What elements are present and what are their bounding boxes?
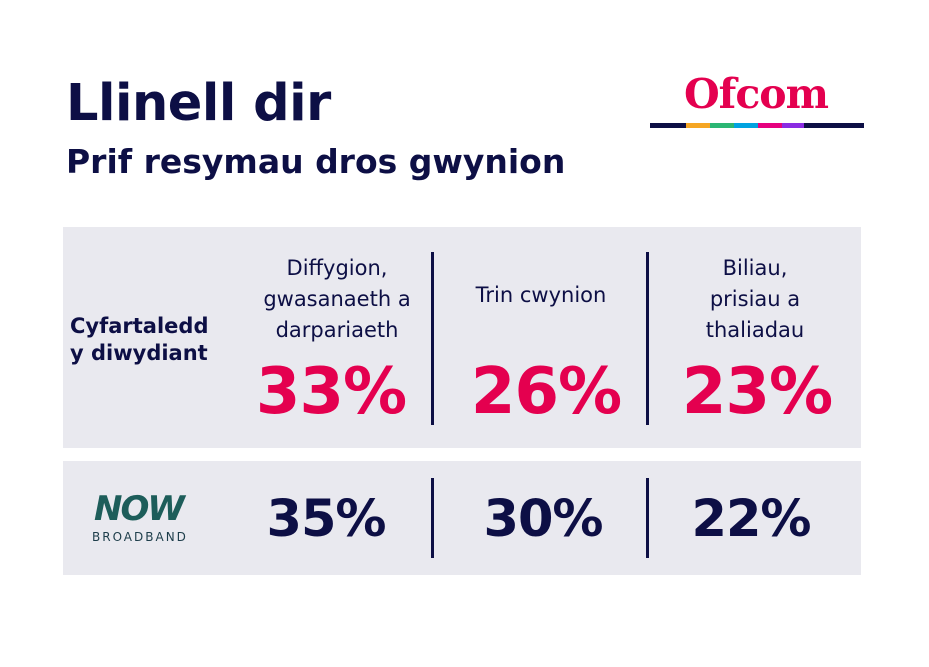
provider-value-bills: 22% bbox=[691, 490, 811, 549]
ofcom-logo-segment bbox=[710, 123, 734, 128]
category-header-line: prisiau a bbox=[709, 287, 801, 311]
ofcom-logo-wordmark: Ofcom bbox=[683, 70, 829, 118]
ofcom-logo-segment bbox=[758, 123, 782, 128]
industry-panel bbox=[63, 227, 861, 448]
column-divider bbox=[431, 252, 434, 425]
column-divider bbox=[646, 478, 649, 558]
industry-average-label: Cyfartaledd y diwydiant bbox=[70, 313, 208, 367]
industry-label-line: y diwydiant bbox=[70, 341, 208, 365]
category-header-line: gwasanaeth a bbox=[263, 287, 411, 311]
page-subtitle: Prif resymau dros gwynion bbox=[66, 142, 566, 181]
industry-value-faults: 33% bbox=[255, 355, 407, 429]
category-header-complaints-handling: Trin cwynion bbox=[441, 280, 641, 311]
category-header-faults: Diffygion, gwasanaeth a darpariaeth bbox=[237, 253, 437, 346]
page-title: Llinell dir bbox=[66, 74, 331, 133]
category-header-line: Diffygion, bbox=[286, 256, 388, 280]
provider-value-faults: 35% bbox=[266, 490, 386, 549]
category-header-line: Trin cwynion bbox=[475, 283, 607, 307]
column-divider bbox=[646, 252, 649, 425]
category-header-line: Biliau, bbox=[722, 256, 788, 280]
ofcom-logo-segment bbox=[686, 123, 710, 128]
industry-value-bills: 23% bbox=[681, 355, 833, 429]
now-logo-subtext: BROADBAND bbox=[92, 530, 188, 544]
industry-value-complaints-handling: 26% bbox=[470, 355, 622, 429]
now-logo-wordmark: NOW bbox=[94, 489, 185, 529]
category-header-bills: Biliau, prisiau a thaliadau bbox=[655, 253, 855, 346]
ofcom-logo: Ofcom bbox=[648, 74, 864, 132]
now-broadband-logo: NOW BROADBAND bbox=[92, 492, 207, 548]
ofcom-logo-segment bbox=[782, 123, 804, 128]
category-header-line: darpariaeth bbox=[275, 318, 399, 342]
column-divider bbox=[431, 478, 434, 558]
industry-label-line: Cyfartaledd bbox=[70, 314, 209, 338]
provider-value-complaints-handling: 30% bbox=[483, 490, 603, 549]
category-header-line: thaliadau bbox=[705, 318, 805, 342]
provider-panel bbox=[63, 461, 861, 575]
ofcom-logo-segment bbox=[734, 123, 758, 128]
